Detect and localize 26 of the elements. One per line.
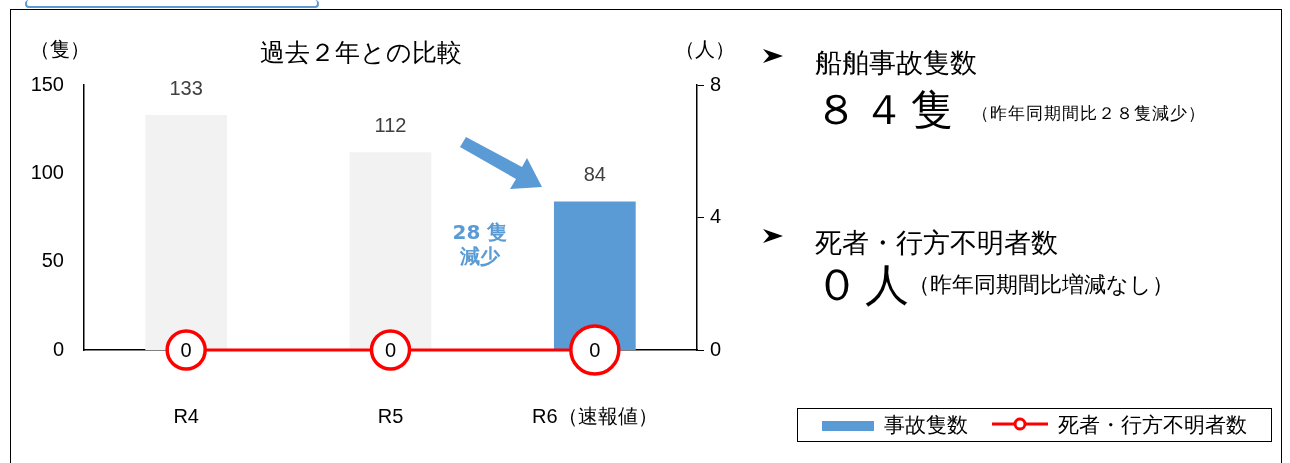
data-label: 0 bbox=[180, 338, 192, 361]
y-tick-label: 0 bbox=[52, 337, 64, 360]
y-axis-title: （隻） bbox=[30, 36, 90, 63]
legend-label: 死者・行方不明者数 bbox=[1058, 412, 1247, 439]
y2-tick-label: 4 bbox=[710, 205, 722, 228]
text: 船舶事故隻数 bbox=[815, 46, 977, 80]
annotation: 28 隻減少 bbox=[451, 220, 509, 268]
data-label: 0 bbox=[384, 338, 397, 361]
x-tick-label: R6（速報値） bbox=[532, 404, 658, 427]
chart-title: 過去２年との比較 bbox=[260, 37, 462, 69]
data-label: 112 bbox=[374, 113, 407, 136]
text: ８４隻 bbox=[815, 84, 959, 136]
x-tick-label: R4 bbox=[173, 404, 199, 427]
data-label: 84 bbox=[583, 163, 606, 186]
legend-label: 事故隻数 bbox=[884, 412, 968, 439]
text: 死者・行方不明者数 bbox=[815, 227, 1058, 258]
x-tick-label: R5 bbox=[377, 404, 404, 427]
y2-tick-label: 0 bbox=[710, 337, 722, 360]
y-tick-label: 50 bbox=[41, 249, 64, 272]
y2-axis-title: （人） bbox=[675, 36, 735, 63]
y2-tick-label: 8 bbox=[710, 72, 722, 95]
data-label: 0 bbox=[589, 338, 601, 361]
y-tick-label: 150 bbox=[30, 72, 64, 95]
data-label: 133 bbox=[169, 76, 203, 99]
text: （昨年同期間比２８隻減少） bbox=[972, 102, 1206, 125]
y-tick-label: 100 bbox=[30, 160, 64, 183]
